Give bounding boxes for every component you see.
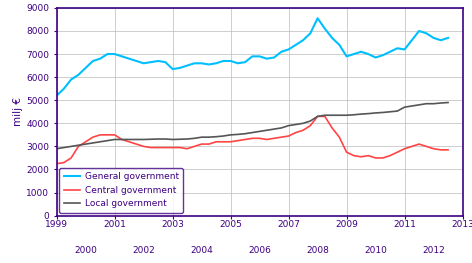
- General government: [126, 57, 132, 60]
- General government: [409, 39, 414, 42]
- Central government: [315, 115, 320, 118]
- General government: [199, 62, 204, 65]
- Local government: [54, 147, 59, 150]
- Central government: [445, 148, 451, 151]
- Local government: [148, 138, 154, 141]
- Central government: [148, 146, 154, 149]
- Legend: General government, Central government, Local government: General government, Central government, …: [59, 168, 183, 213]
- Local government: [438, 102, 444, 105]
- Text: 2008: 2008: [306, 246, 329, 255]
- General government: [148, 60, 154, 64]
- Local government: [126, 138, 132, 141]
- General government: [54, 94, 59, 97]
- Local government: [402, 105, 407, 109]
- Local government: [199, 136, 204, 139]
- General government: [97, 57, 103, 60]
- Central government: [199, 143, 204, 146]
- Line: Local government: Local government: [57, 103, 448, 149]
- General government: [315, 17, 320, 20]
- Y-axis label: milj €: milj €: [13, 97, 23, 126]
- Line: General government: General government: [57, 18, 448, 96]
- Text: 2006: 2006: [248, 246, 271, 255]
- Text: 2002: 2002: [132, 246, 155, 255]
- Text: 2012: 2012: [422, 246, 445, 255]
- Local government: [445, 101, 451, 104]
- Central government: [54, 162, 59, 165]
- Central government: [438, 148, 444, 151]
- General government: [445, 36, 451, 39]
- Local government: [97, 140, 103, 143]
- Text: 2000: 2000: [74, 246, 97, 255]
- General government: [438, 39, 444, 42]
- Line: Central government: Central government: [57, 117, 448, 164]
- Central government: [126, 140, 132, 143]
- Text: 2010: 2010: [364, 246, 387, 255]
- Central government: [97, 133, 103, 136]
- Central government: [409, 145, 414, 148]
- Text: 2004: 2004: [190, 246, 213, 255]
